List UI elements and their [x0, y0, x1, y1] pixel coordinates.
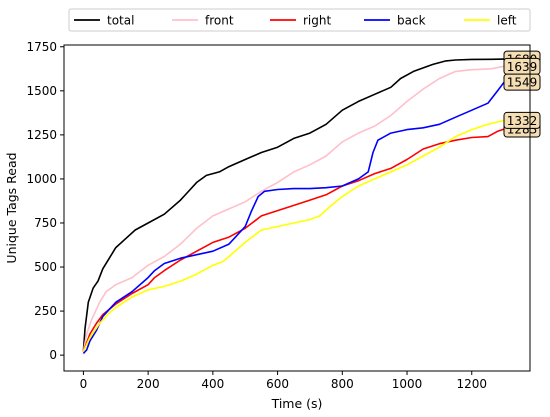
- end-label-left: 1332: [507, 114, 538, 128]
- y-tick-label: 0: [49, 348, 57, 362]
- y-tick-label: 250: [34, 304, 57, 318]
- series-line-left: [82, 119, 505, 352]
- series-lines: [82, 58, 505, 354]
- x-tick-label: 200: [137, 377, 160, 391]
- end-label-back: 1549: [507, 76, 538, 90]
- y-axis-label: Unique Tags Read: [4, 152, 19, 263]
- legend-label-left: left: [497, 14, 517, 28]
- y-tick-label: 1250: [26, 128, 57, 142]
- y-tick-label: 750: [34, 216, 57, 230]
- x-tick-label: 1200: [456, 377, 487, 391]
- end-label-box: [503, 111, 541, 129]
- legend-label-total: total: [107, 14, 134, 28]
- x-tick-label: 1000: [392, 377, 423, 391]
- legend-label-front: front: [205, 14, 234, 28]
- x-tick-label: 800: [331, 377, 354, 391]
- x-tick-label: 600: [266, 377, 289, 391]
- x-axis-label: Time (s): [271, 396, 323, 411]
- series-line-total: [82, 58, 505, 352]
- series-line-front: [82, 65, 505, 352]
- y-tick-label: 1750: [26, 40, 57, 54]
- end-label-box: [503, 73, 541, 91]
- y-tick-label: 1500: [26, 84, 57, 98]
- x-tick-label: 0: [80, 377, 88, 391]
- y-tick-label: 1000: [26, 172, 57, 186]
- legend-label-right: right: [303, 14, 331, 28]
- plot-frame: [63, 44, 531, 372]
- x-tick-label: 400: [201, 377, 224, 391]
- legend-frame: [68, 8, 531, 32]
- y-axis-ticks: 0 250 500 750 1000 1250 1500 1750: [26, 40, 64, 362]
- plot-area: [64, 45, 530, 371]
- series-line-right: [82, 128, 505, 352]
- y-tick-label: 500: [34, 260, 57, 274]
- end-label-front: 1639: [507, 60, 538, 74]
- x-axis-ticks: 0 200 400 600 800 1000 1200: [80, 371, 487, 391]
- legend: total front right back left: [68, 8, 531, 32]
- legend-label-back: back: [397, 14, 426, 28]
- series-line-back: [82, 81, 505, 354]
